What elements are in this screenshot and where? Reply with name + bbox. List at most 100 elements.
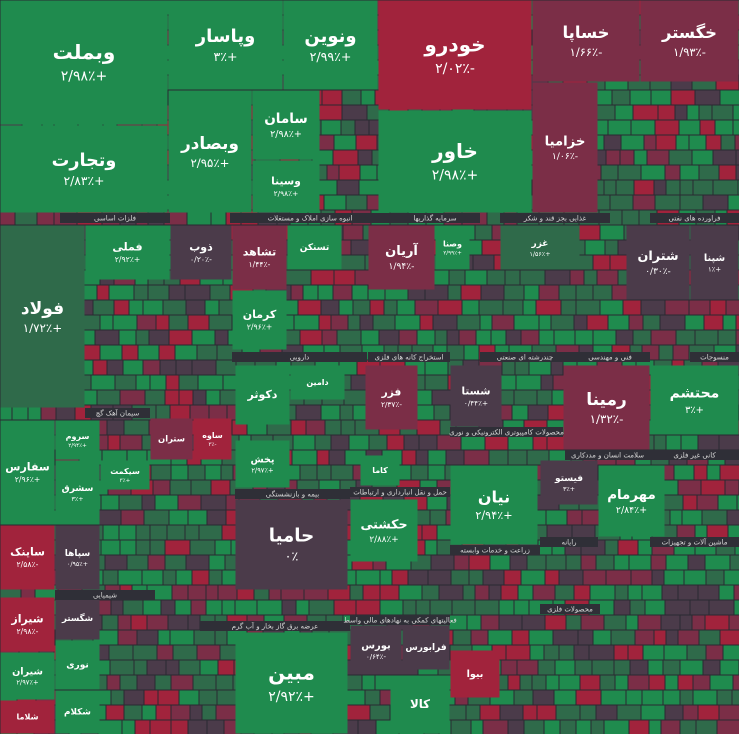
stock-tile: رمینا -۱/۳۲٪: [563, 365, 650, 450]
stock-tile: خساپا -۱/۶۶٪: [532, 0, 640, 82]
small-tile: [360, 165, 377, 180]
small-tile: [593, 330, 616, 345]
small-tile: [516, 375, 541, 390]
small-tile: [709, 600, 734, 615]
small-tile: [115, 375, 136, 390]
small-tile: [358, 150, 372, 165]
small-tile: [631, 120, 655, 135]
small-tile: [499, 600, 514, 615]
small-tile: [464, 345, 479, 360]
small-tile: [530, 645, 544, 660]
small-tile: [720, 630, 739, 645]
small-tile: [702, 510, 727, 525]
small-tile: [581, 615, 604, 630]
small-tile: [309, 600, 334, 615]
small-tile: [342, 90, 361, 105]
small-tile: [469, 570, 483, 585]
sector-bar: [350, 615, 450, 625]
small-tile: [194, 630, 215, 645]
small-tile: [100, 345, 122, 360]
small-tile: [514, 690, 533, 705]
small-tile: [732, 690, 739, 705]
small-tile: [334, 270, 355, 285]
small-tile: [649, 675, 665, 690]
tile-symbol: فزر: [381, 387, 402, 399]
small-tile: [679, 120, 700, 135]
tile-box: [690, 225, 739, 300]
small-tile: [633, 195, 655, 210]
small-tile: [199, 525, 222, 540]
sector-bar: [480, 352, 570, 362]
tile-box: [640, 0, 739, 82]
small-tile: [600, 675, 615, 690]
small-tile: [185, 525, 199, 540]
small-tile: [170, 630, 194, 645]
small-tile: [475, 225, 492, 240]
small-tile: [505, 270, 520, 285]
small-tile: [652, 570, 664, 585]
tile-symbol: خساپا: [563, 23, 610, 43]
small-tile: [692, 150, 713, 165]
small-tile: [615, 585, 628, 600]
small-tile: [200, 660, 218, 675]
small-tile: [449, 270, 465, 285]
sector-label: انبوه سازی املاک و مستغلات: [268, 215, 353, 223]
small-tile: [123, 360, 143, 375]
small-tile: [675, 105, 687, 120]
small-tile: [628, 645, 643, 660]
small-tile: [727, 510, 739, 525]
sector-label: زراعت و خدمات وابسته: [460, 547, 530, 555]
small-tile: [706, 570, 724, 585]
small-tile: [658, 105, 675, 120]
small-tile: [623, 300, 641, 315]
small-tile: [138, 345, 159, 360]
tile-change: +۳٪: [685, 405, 704, 416]
small-tile: [124, 705, 142, 720]
small-tile: [551, 360, 563, 375]
small-tile: [473, 255, 494, 270]
small-tile: [169, 315, 188, 330]
tile-symbol: شپنا: [704, 253, 725, 264]
tile-box: [235, 365, 290, 425]
small-tile: [150, 720, 171, 734]
small-tile: [681, 435, 698, 450]
small-tile: [724, 570, 739, 585]
small-tile: [643, 645, 664, 660]
small-tile: [337, 180, 359, 195]
tile-symbol: فرابورس: [405, 643, 446, 653]
small-tile: [169, 330, 192, 345]
small-tile: [387, 435, 404, 450]
small-tile: [578, 255, 593, 270]
small-tile: [145, 390, 165, 405]
small-tile: [654, 630, 666, 645]
small-tile: [97, 390, 120, 405]
stock-tile: فملی+۲/۹۲٪: [85, 225, 170, 280]
small-tile: [670, 510, 682, 525]
small-tile: [733, 120, 739, 135]
tile-box: [0, 225, 85, 408]
small-tile: [119, 495, 142, 510]
small-tile: [566, 555, 581, 570]
stock-tile: وپاسار +۳٪: [168, 0, 283, 90]
small-tile: [344, 390, 367, 405]
stock-tile: خاور +۲/۹۸٪: [378, 110, 532, 213]
small-tile: [188, 615, 200, 630]
small-tile: [282, 600, 296, 615]
small-tile: [37, 210, 54, 225]
tile-box: [170, 225, 232, 280]
small-tile: [435, 330, 447, 345]
sector-label: محصولات فلزی: [547, 606, 593, 614]
small-tile: [729, 615, 739, 630]
tile-box: [532, 0, 640, 82]
sector-label: ماشین آلات و تجهیزات: [662, 538, 728, 547]
small-tile: [170, 480, 191, 495]
small-tile: [736, 150, 739, 165]
small-tile: [107, 360, 123, 375]
small-tile: [676, 135, 689, 150]
small-tile: [536, 300, 561, 315]
small-tile: [626, 615, 638, 630]
small-tile: [347, 705, 370, 720]
small-tile: [701, 480, 725, 495]
small-tile: [690, 600, 709, 615]
small-tile: [199, 690, 217, 705]
